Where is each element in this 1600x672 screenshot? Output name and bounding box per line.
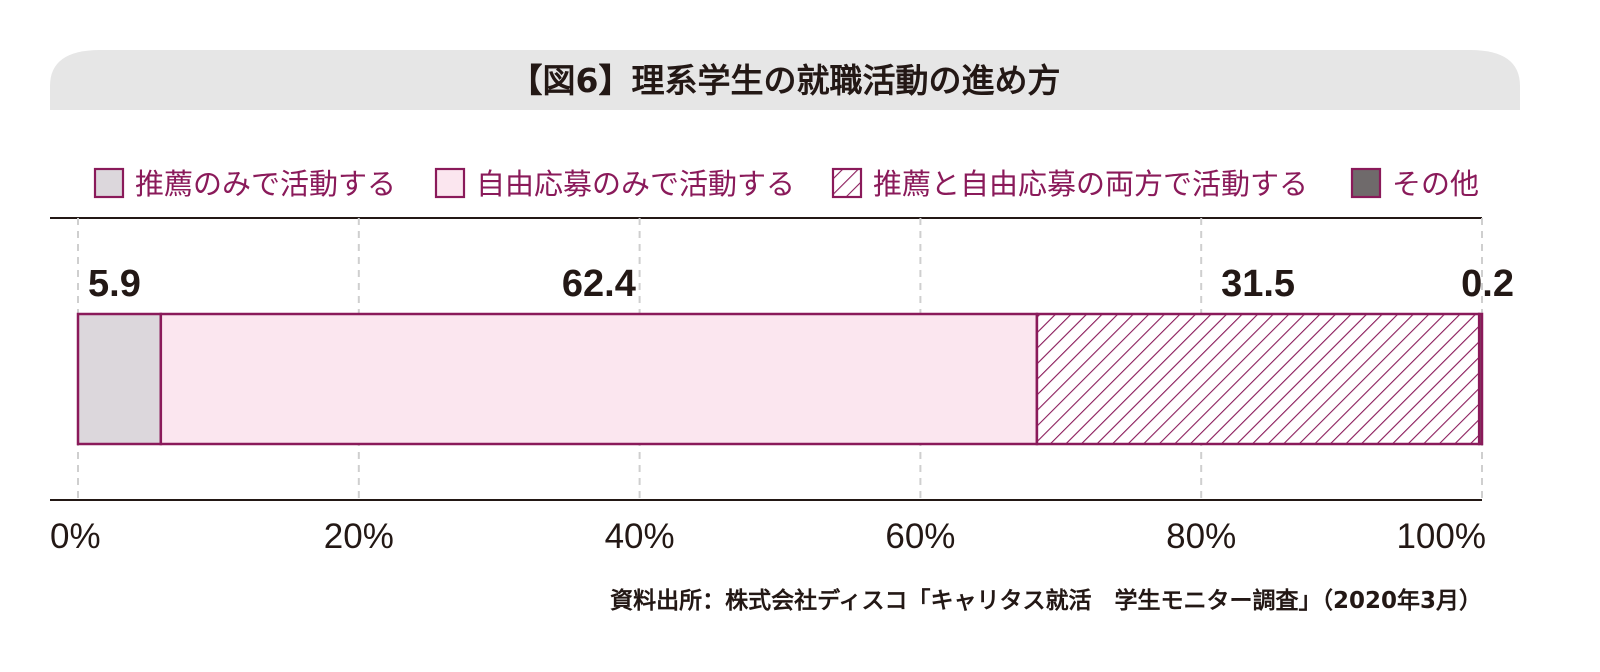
legend-swatch-3 [831,167,863,199]
bar-segment-2 [159,312,1039,446]
value-label-1: 5.9 [88,263,141,305]
value-label-2: 62.4 [562,263,636,305]
chart-title: 【図6】理系学生の就職活動の進め方 [510,61,1061,100]
legend-item-2: 自由応募のみで活動する [434,167,795,201]
legend-label-1: 推薦のみで活動する [135,167,396,201]
gridlines [77,218,1483,500]
x-tick-label-5: 100% [1396,517,1486,556]
bar-segment-4 [1477,312,1484,446]
legend-label-3: 推薦と自由応募の両方で活動する [873,167,1308,201]
legend-item-3: 推薦と自由応募の両方で活動する [831,167,1308,201]
bar-segment-3 [1035,312,1481,446]
legend-label-4: その他 [1392,167,1479,201]
x-axis-ticks: 0% 20% 40% 60% 80% 100% [50,517,1486,556]
value-label-4: 0.2 [1461,263,1514,305]
legend-item-4: その他 [1350,167,1479,201]
source-note: 資料出所：株式会社ディスコ「キャリタス就活 学生モニター調査」（2020年3月） [610,587,1482,614]
legend-swatch-1 [93,167,125,199]
legend-swatch-4 [1350,167,1382,199]
x-tick-label-1: 20% [324,517,394,556]
x-tick-label-2: 40% [605,517,675,556]
x-tick-label-0: 0% [50,517,101,556]
legend-label-2: 自由応募のみで活動する [476,167,795,201]
x-tick-label-4: 80% [1166,517,1236,556]
stacked-bar [76,312,1484,446]
x-tick-label-3: 60% [885,517,955,556]
value-label-3: 31.5 [1221,263,1295,305]
legend: 推薦のみで活動する 自由応募のみで活動する 推薦と自由応募の両方で活動する その他 [93,167,1479,201]
legend-swatch-2 [434,167,466,199]
bar-segment-1 [76,312,163,446]
title-band [50,50,1520,110]
legend-item-1: 推薦のみで活動する [93,167,396,201]
value-labels: 5.9 62.4 31.5 0.2 [88,263,1514,305]
